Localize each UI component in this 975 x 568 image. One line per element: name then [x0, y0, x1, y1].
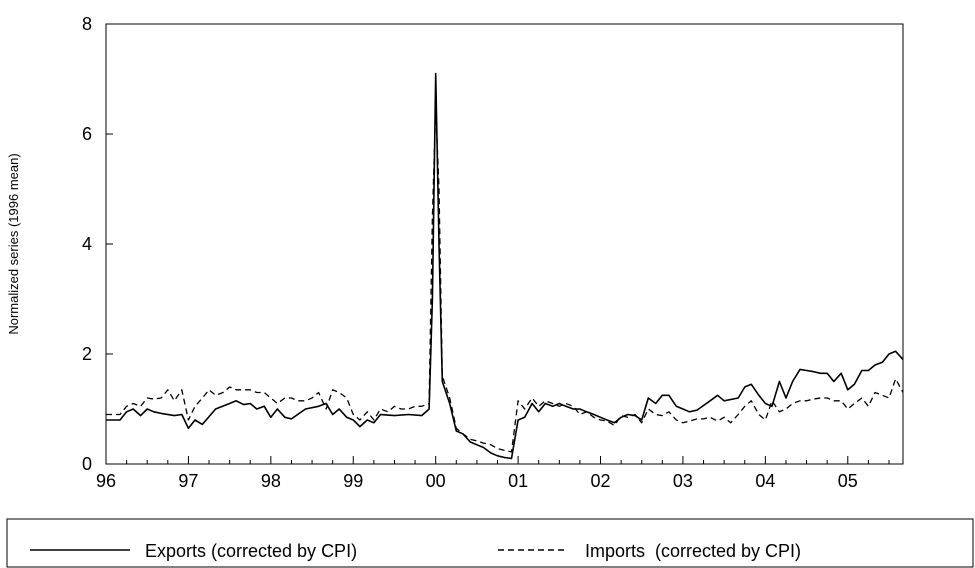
- plot-frame: [105, 23, 904, 465]
- y-tick-label: 4: [82, 234, 92, 254]
- x-tick-label: 04: [755, 471, 775, 491]
- x-tick-label: 02: [591, 471, 611, 491]
- x-tick-label: 03: [673, 471, 693, 491]
- x-axis: 96 97 98 99 00 01 02 03 04 05: [96, 456, 890, 491]
- y-tick-label: 0: [82, 454, 92, 474]
- legend-box: [6, 518, 974, 568]
- legend-label-exports: Exports (corrected by CPI): [145, 541, 357, 561]
- y-tick-label: 6: [82, 124, 92, 144]
- series-layer: [106, 72, 904, 460]
- x-tick-label: 97: [178, 471, 198, 491]
- series-line-imports: [106, 105, 904, 453]
- x-tick-label: 96: [96, 471, 116, 491]
- x-tick-label: 00: [426, 471, 446, 491]
- y-axis-label: Normalized series (1996 mean): [6, 153, 21, 334]
- y-axis: 0 2 4 6 8: [82, 14, 113, 474]
- legend-label-imports: Imports (corrected by CPI): [585, 541, 801, 561]
- y-tick-label: 2: [82, 344, 92, 364]
- legend: Exports (corrected by CPI) Imports (corr…: [6, 518, 974, 568]
- x-tick-label: 98: [261, 471, 281, 491]
- series-line-exports: [106, 72, 904, 460]
- x-tick-label: 05: [838, 471, 858, 491]
- y-tick-label: 8: [82, 14, 92, 34]
- x-tick-label: 99: [343, 471, 363, 491]
- x-tick-label: 01: [508, 471, 528, 491]
